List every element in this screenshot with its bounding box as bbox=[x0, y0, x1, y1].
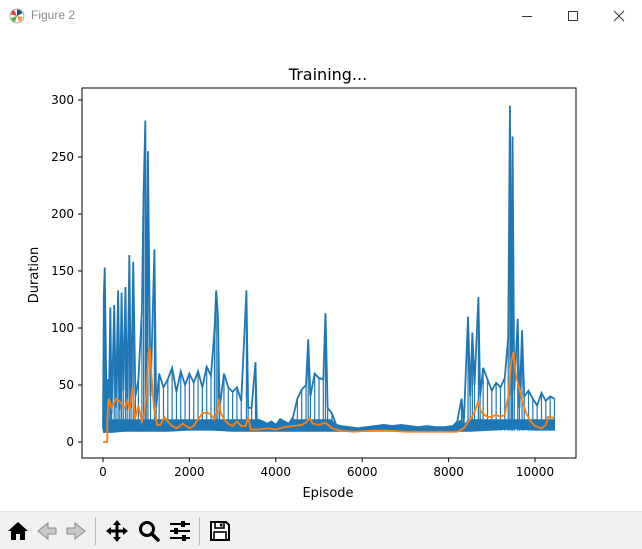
x-tick-label: 2000 bbox=[174, 465, 205, 479]
back-button[interactable] bbox=[33, 517, 61, 545]
minimize-button[interactable] bbox=[504, 0, 550, 32]
y-axis-label: Duration bbox=[27, 247, 42, 303]
axes-frame bbox=[81, 87, 577, 459]
y-tick-label: 100 bbox=[51, 321, 74, 335]
training-chart: Training... 0 2000 4000 6000 8000 10000 0 50 100… bbox=[27, 65, 577, 501]
chart-title: Training... bbox=[288, 65, 367, 84]
maximize-icon bbox=[568, 11, 578, 21]
navigation-toolbar bbox=[0, 511, 642, 549]
x-tick-label: 6000 bbox=[347, 465, 378, 479]
x-tick-label: 8000 bbox=[433, 465, 464, 479]
close-icon bbox=[613, 10, 625, 22]
series-mean-line bbox=[103, 347, 555, 443]
forward-button[interactable] bbox=[62, 517, 90, 545]
window-title: Figure 2 bbox=[31, 8, 76, 22]
x-axis-label: Episode bbox=[302, 486, 353, 501]
window-titlebar: Figure 2 bbox=[0, 0, 642, 32]
x-tick-label: 0 bbox=[99, 465, 107, 479]
y-tick-label: 150 bbox=[51, 264, 74, 278]
x-tick-label: 10000 bbox=[516, 465, 554, 479]
home-button[interactable] bbox=[4, 517, 32, 545]
x-tick-label: 4000 bbox=[261, 465, 292, 479]
y-tick-label: 200 bbox=[51, 207, 74, 221]
magnifier-icon bbox=[139, 521, 160, 542]
toolbar-separator bbox=[199, 517, 200, 545]
sliders-icon bbox=[170, 521, 190, 541]
figure-canvas[interactable]: Training... 0 2000 4000 6000 8000 10000 0 50 100… bbox=[0, 32, 642, 510]
plot-area bbox=[102, 105, 556, 443]
toolbar-separator bbox=[95, 517, 96, 545]
back-arrow-icon bbox=[37, 521, 57, 541]
zoom-button[interactable] bbox=[135, 517, 163, 545]
minimize-icon bbox=[522, 16, 532, 17]
y-tick-label: 50 bbox=[59, 378, 74, 392]
save-button[interactable] bbox=[206, 517, 234, 545]
home-icon bbox=[8, 522, 28, 540]
pan-button[interactable] bbox=[103, 517, 131, 545]
y-tick-label: 300 bbox=[51, 93, 74, 107]
matplotlib-icon bbox=[9, 8, 25, 24]
axis-ticks: 0 2000 4000 6000 8000 10000 0 50 100 150 200 250 300 bbox=[51, 93, 554, 479]
floppy-disk-icon bbox=[210, 521, 230, 541]
close-button[interactable] bbox=[596, 0, 642, 32]
series-raw-line bbox=[102, 105, 555, 430]
forward-arrow-icon bbox=[66, 521, 86, 541]
move-icon bbox=[106, 520, 128, 542]
maximize-button[interactable] bbox=[550, 0, 596, 32]
subplots-button[interactable] bbox=[166, 517, 194, 545]
y-tick-label: 250 bbox=[51, 150, 74, 164]
y-tick-label: 0 bbox=[66, 435, 74, 449]
